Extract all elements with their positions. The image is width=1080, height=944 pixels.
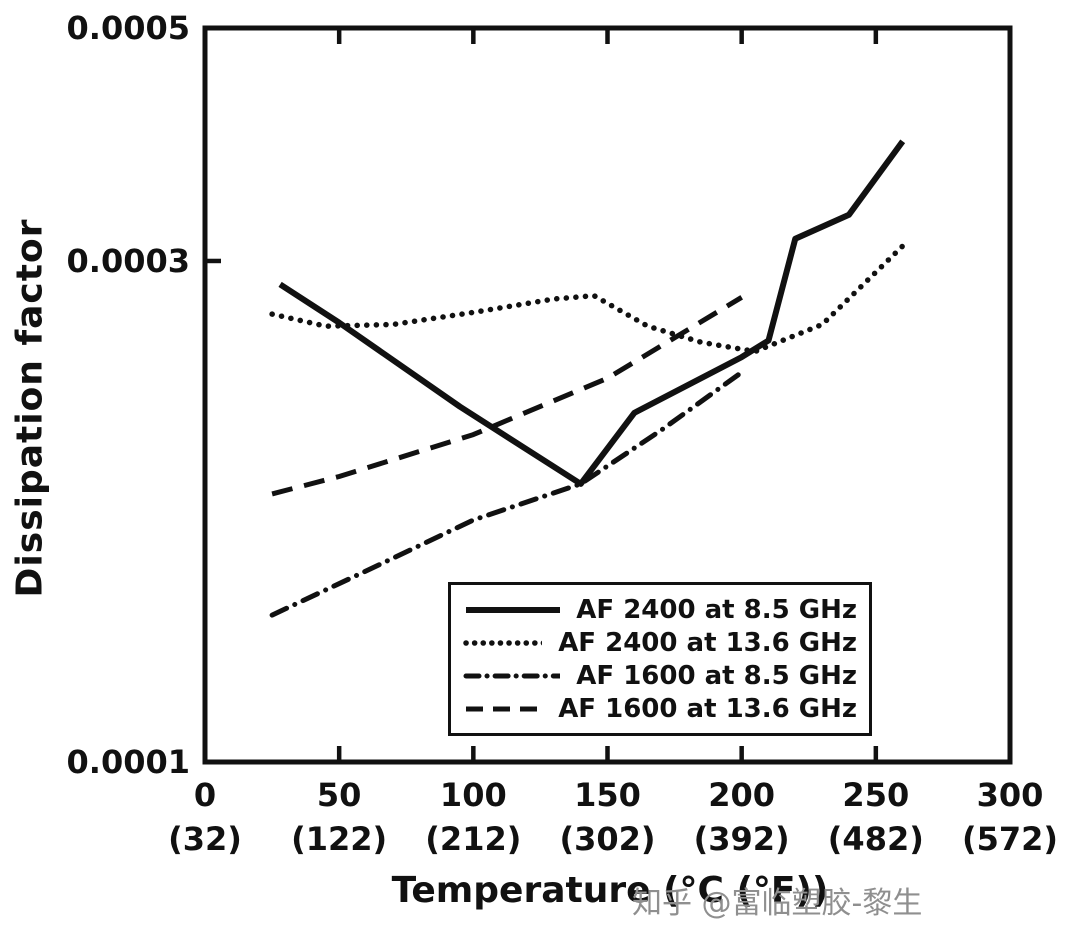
x-tick-label-celsius: 100 <box>439 776 507 814</box>
legend-item: AF 1600 at 8.5 GHz <box>463 659 857 692</box>
x-tick-label-fahrenheit: (572) <box>961 820 1059 858</box>
series-line-af-2400-at-13.6-ghz <box>269 243 906 355</box>
legend-label: AF 1600 at 13.6 GHz <box>558 693 857 724</box>
legend-line-sample-dashed <box>466 706 543 711</box>
watermark-text: 知乎 @富临塑胶-黎生 <box>632 886 923 921</box>
x-tick-label-celsius: 200 <box>708 776 776 814</box>
x-tick-label-celsius: 250 <box>842 776 910 814</box>
chart-legend: AF 2400 at 8.5 GHz AF 2400 at 13.6 GHz AF … <box>448 582 872 736</box>
x-tick-label-fahrenheit: (212) <box>425 820 522 858</box>
legend-item: AF 2400 at 8.5 GHz <box>463 593 857 626</box>
series-line-af-1600-at-13.6-ghz <box>271 295 743 497</box>
x-tick-label-fahrenheit: (122) <box>291 820 388 858</box>
legend-line-sample-dotted <box>463 639 543 646</box>
series-line-af-1600-at-8.5-ghz <box>269 369 745 618</box>
x-tick-label-fahrenheit: (482) <box>827 820 924 858</box>
legend-item: AF 1600 at 13.6 GHz <box>463 692 857 725</box>
series-line-af-2400-at-8.5-ghz <box>278 139 906 487</box>
legend-line-sample-solid <box>466 606 561 613</box>
x-tick-label-celsius: 300 <box>976 776 1044 814</box>
legend-label: AF 1600 at 8.5 GHz <box>576 660 857 691</box>
y-tick-label: 0.0005 <box>66 9 190 47</box>
x-tick-label-celsius: 50 <box>316 776 362 814</box>
y-axis-label: Dissipation factor <box>9 218 51 598</box>
x-tick-label-fahrenheit: (32) <box>168 820 242 858</box>
y-tick-label: 0.0003 <box>66 241 190 280</box>
x-tick-label-fahrenheit: (392) <box>693 820 790 858</box>
x-axis-label: Temperature (°C (°F)) <box>391 870 829 911</box>
x-tick-label-celsius: 0 <box>193 776 217 814</box>
legend-label: AF 2400 at 8.5 GHz <box>576 594 857 625</box>
y-tick-label: 0.0001 <box>66 743 190 781</box>
x-tick-label-celsius: 150 <box>574 776 641 814</box>
legend-label: AF 2400 at 13.6 GHz <box>558 627 857 658</box>
x-tick-label-fahrenheit: (302) <box>559 820 656 858</box>
legend-line-sample-dashdot <box>463 673 561 678</box>
legend-item: AF 2400 at 13.6 GHz <box>463 626 857 659</box>
